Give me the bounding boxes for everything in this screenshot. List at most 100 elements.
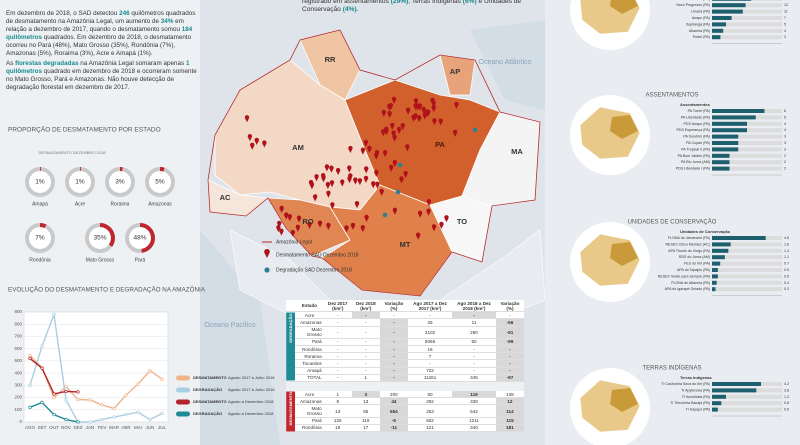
series-line bbox=[29, 314, 163, 423]
bar-label: RDS do Juma (AM) bbox=[679, 255, 710, 259]
x-tick-label: NOV bbox=[61, 425, 71, 430]
bar-track bbox=[712, 242, 782, 247]
bar bbox=[712, 3, 746, 8]
table-cell: - bbox=[323, 359, 352, 368]
table-cell: 125 bbox=[323, 417, 352, 425]
note-segment: (4%) bbox=[342, 6, 357, 13]
bar-label: RESEX Verde para Sempre (PA) bbox=[658, 274, 710, 278]
table-row: Tocantins - - - - - - bbox=[286, 359, 524, 368]
deforestation-marker bbox=[326, 222, 331, 230]
table-cell: - bbox=[452, 359, 496, 368]
bar bbox=[712, 141, 739, 145]
bar-track bbox=[712, 153, 782, 158]
intro-segment: As bbox=[6, 60, 16, 67]
deforestation-marker bbox=[348, 145, 353, 153]
deforestation-marker bbox=[438, 118, 443, 126]
bar-value: 4.2 bbox=[784, 382, 789, 386]
bar-label: PDS Anapu (PA) bbox=[684, 122, 711, 126]
deforestation-marker bbox=[364, 166, 369, 174]
bar-track bbox=[712, 147, 782, 152]
bar-value: 4 bbox=[784, 128, 786, 132]
table-cell: 119 bbox=[452, 391, 496, 399]
bar-label: APA do Tapajós (PA) bbox=[677, 268, 710, 272]
table-row: Amapá - - -722- - bbox=[286, 367, 524, 375]
bar-label: PA Rio Juma (AM) bbox=[681, 160, 710, 164]
table-cell: - bbox=[351, 345, 380, 354]
table-cell: - bbox=[379, 338, 408, 346]
donut-label: 35% bbox=[93, 235, 106, 242]
bar bbox=[712, 248, 729, 253]
x-tick-label: AGO bbox=[25, 425, 36, 430]
intro-segment: em relação a dezembro de 2017, quando o … bbox=[6, 18, 184, 33]
legend-period: Agosto 2017 a Julho 2018 bbox=[228, 387, 275, 392]
state-label: RR bbox=[325, 55, 336, 64]
bar bbox=[712, 109, 765, 113]
deforestation-marker bbox=[360, 225, 366, 233]
degradation-marker bbox=[472, 127, 478, 133]
table-cell: -56 bbox=[495, 318, 524, 327]
bar-value: 0.4 bbox=[784, 281, 789, 285]
bar-label: Medicilândia (PA) bbox=[682, 0, 710, 1]
deforestation-marker bbox=[324, 164, 330, 172]
table-cell: - bbox=[351, 359, 380, 368]
bar-value: 2 bbox=[784, 160, 786, 164]
intro-segment: 1 quilômetros bbox=[6, 60, 190, 75]
table-cell: 3102 bbox=[407, 326, 453, 339]
series-point bbox=[88, 398, 92, 402]
deforestation-marker bbox=[307, 221, 312, 229]
panel-title: TERRAS INDÍGENAS bbox=[642, 365, 701, 372]
deforestation-marker bbox=[392, 134, 397, 142]
bar-value: 3.8 bbox=[784, 388, 789, 392]
legend-name: DEGRADAÇÃO bbox=[193, 411, 222, 416]
deforestation-marker bbox=[375, 181, 380, 189]
table-cell: - bbox=[452, 352, 496, 361]
deforestation-marker bbox=[363, 139, 369, 147]
bar-label: Anapu (PA) bbox=[692, 16, 710, 20]
bar bbox=[712, 147, 739, 152]
panel-map-pa bbox=[610, 388, 638, 412]
ocean-shade bbox=[470, 20, 545, 110]
bar-label: PA Liberdade (PA) bbox=[681, 115, 710, 119]
bar-value: 7 bbox=[784, 16, 786, 20]
deforestation-marker bbox=[379, 188, 384, 196]
donut-name: Amazonas bbox=[148, 201, 172, 207]
bar-value: 4 bbox=[784, 122, 786, 126]
series-point bbox=[148, 417, 152, 422]
bar-track bbox=[712, 166, 782, 171]
legend-label: Desmatamento SAD Dezembro 2018 bbox=[276, 252, 359, 258]
series-point bbox=[136, 410, 140, 414]
bar bbox=[712, 255, 725, 260]
bar bbox=[712, 115, 756, 120]
deforestation-marker bbox=[357, 178, 363, 186]
series-point bbox=[52, 312, 56, 317]
note-segment: , Terras Indígenas bbox=[408, 0, 463, 5]
bar-label: Itupiranga (PA) bbox=[686, 22, 710, 26]
table-row: Mato Grosso 13 85 554 253 542 114 bbox=[286, 404, 524, 418]
deforestation-marker bbox=[367, 145, 372, 153]
table-cell: 292 bbox=[407, 397, 453, 406]
bar-track bbox=[712, 261, 782, 266]
deforestation-marker bbox=[396, 126, 402, 134]
bar-track bbox=[712, 268, 782, 272]
deforestation-marker bbox=[347, 165, 352, 173]
table-cell: - bbox=[323, 318, 352, 327]
bar-value: 0.3 bbox=[784, 287, 789, 291]
deforestation-marker bbox=[392, 159, 398, 168]
bar bbox=[712, 134, 739, 139]
donut-label: 7% bbox=[35, 235, 45, 242]
bar bbox=[712, 128, 747, 133]
table-cell: 11261 bbox=[407, 374, 453, 382]
degradation-marker bbox=[397, 162, 403, 168]
bar bbox=[712, 9, 743, 14]
legend-swatch bbox=[176, 387, 190, 393]
deforestation-marker bbox=[290, 229, 296, 238]
bar-track bbox=[712, 22, 782, 27]
y-tick-label: 200 bbox=[14, 395, 22, 400]
panel-map-pa bbox=[610, 0, 638, 14]
deforestation-marker bbox=[325, 181, 331, 190]
x-tick-label: MAR bbox=[109, 425, 120, 430]
panel-title: ASSENTAMENTOS bbox=[645, 93, 698, 99]
bar bbox=[712, 268, 718, 272]
legend-period: Agosto a Dezembro 2018 bbox=[228, 399, 274, 404]
x-tick-label: FEV bbox=[98, 425, 107, 430]
